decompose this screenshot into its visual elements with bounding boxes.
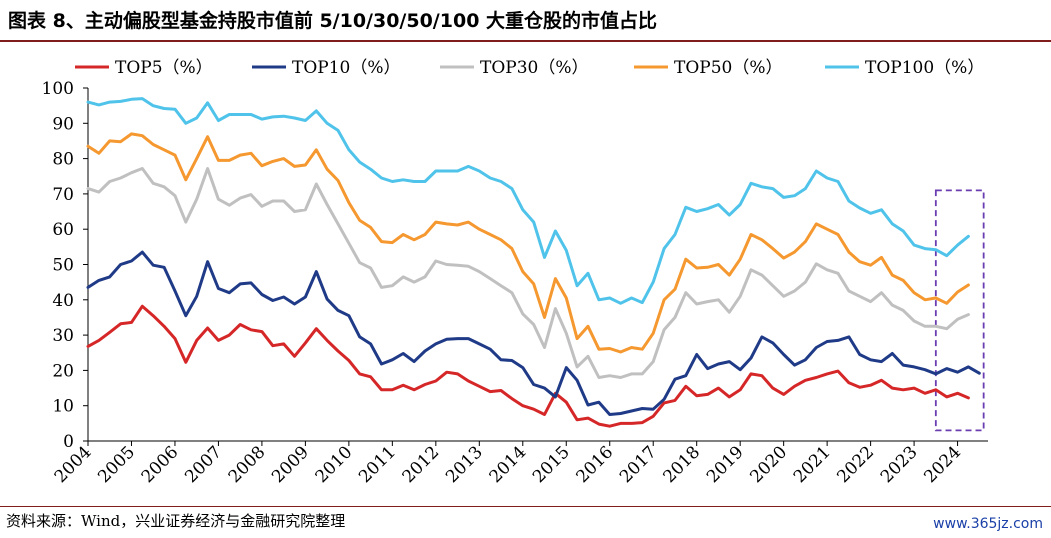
series-line-5 bbox=[86, 97, 970, 305]
y-tick-label: 100 bbox=[42, 79, 74, 99]
x-tick-label: 2007 bbox=[181, 442, 226, 487]
x-tick-label: 2012 bbox=[399, 442, 444, 487]
source-note: 资料来源：Wind，兴业证券经济与金融研究院整理 bbox=[6, 512, 346, 530]
y-tick-label: 0 bbox=[63, 432, 74, 452]
y-tick-label: 10 bbox=[52, 397, 74, 417]
x-tick-label: 2024 bbox=[920, 442, 965, 487]
chart-title: 图表 8、主动偏股型基金持股市值前 5/10/30/50/100 大重仓股的市值… bbox=[8, 10, 658, 32]
legend-label-4: TOP50（%） bbox=[674, 58, 783, 78]
x-tick-label: 2019 bbox=[703, 442, 748, 487]
footer-divider bbox=[0, 506, 1051, 507]
y-tick-label: 90 bbox=[52, 114, 74, 134]
y-tick-label: 80 bbox=[52, 150, 74, 170]
y-tick-label: 20 bbox=[52, 361, 74, 381]
y-tick-label: 60 bbox=[52, 220, 74, 240]
series-line-4 bbox=[86, 132, 970, 354]
y-tick-label: 70 bbox=[52, 185, 74, 205]
legend-label-5: TOP100（%） bbox=[865, 58, 984, 78]
y-tick-label: 30 bbox=[52, 326, 74, 346]
x-tick-label: 2016 bbox=[573, 442, 618, 487]
legend-label-3: TOP30（%） bbox=[480, 58, 589, 78]
x-tick-label: 2005 bbox=[94, 442, 139, 487]
x-tick-label: 2020 bbox=[746, 442, 791, 487]
x-tick-label: 2013 bbox=[442, 442, 487, 487]
legend-label-2: TOP10（%） bbox=[292, 58, 401, 78]
watermark: www.365jz.com bbox=[933, 516, 1043, 532]
series-line-3 bbox=[86, 167, 970, 379]
title-divider bbox=[0, 40, 1051, 42]
x-tick-label: 2008 bbox=[225, 442, 270, 487]
x-tick-label: 2023 bbox=[877, 442, 922, 487]
series-line-1 bbox=[86, 304, 970, 428]
line-chart: 0102030405060708090100200420052006200720… bbox=[42, 58, 988, 487]
x-tick-label: 2006 bbox=[138, 442, 183, 487]
x-tick-label: 2015 bbox=[529, 442, 574, 487]
x-tick-label: 2021 bbox=[790, 442, 835, 487]
legend-label-1: TOP5（%） bbox=[115, 58, 213, 78]
x-tick-label: 2010 bbox=[312, 442, 357, 487]
x-tick-label: 2018 bbox=[659, 442, 704, 487]
x-tick-label: 2022 bbox=[833, 442, 878, 487]
x-tick-label: 2011 bbox=[355, 442, 400, 487]
x-tick-label: 2017 bbox=[616, 442, 661, 487]
series-line-2 bbox=[86, 250, 981, 416]
x-tick-label: 2009 bbox=[268, 442, 313, 487]
x-tick-label: 2014 bbox=[486, 442, 531, 487]
y-tick-label: 40 bbox=[52, 291, 74, 311]
y-tick-label: 50 bbox=[52, 256, 74, 276]
highlight-box bbox=[934, 189, 985, 432]
